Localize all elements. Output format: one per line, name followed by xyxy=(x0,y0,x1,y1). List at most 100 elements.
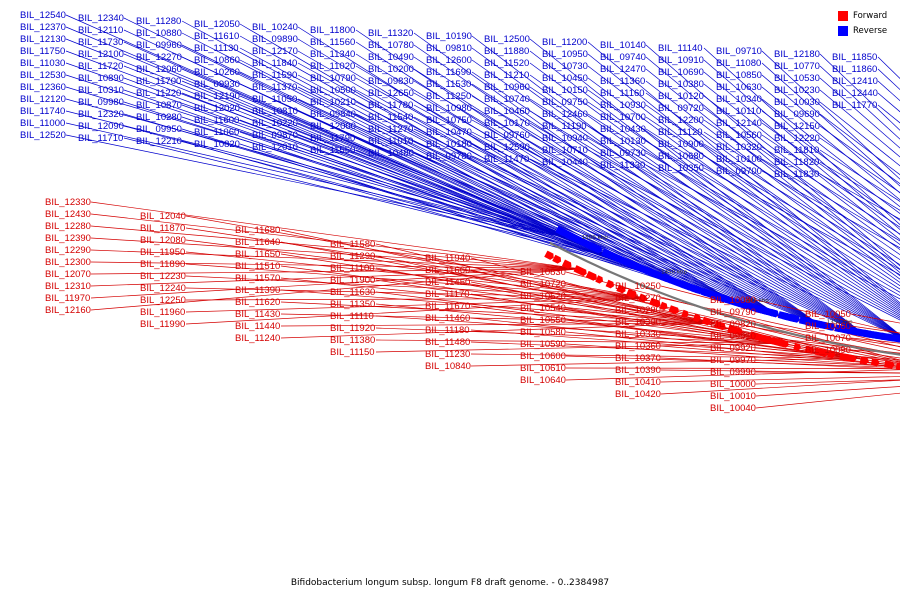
reverse-gene-label: BIL_11140 xyxy=(658,43,703,54)
reverse-gene-label: BIL_11800 xyxy=(310,25,355,36)
forward-gene-label-leader xyxy=(565,369,900,381)
reverse-gene-label: BIL_11750 xyxy=(20,46,65,57)
reverse-gene-label: BIL_10810 xyxy=(252,106,298,117)
forward-gene-label: BIL_12040 xyxy=(140,211,186,222)
reverse-gene-label: BIL_11330 xyxy=(600,160,645,171)
reverse-gene-label-leader xyxy=(819,161,900,211)
forward-gene-label: BIL_10840 xyxy=(425,361,471,372)
reverse-gene-label-leader xyxy=(355,65,780,317)
forward-gene-label: BIL_09920 xyxy=(710,343,756,354)
reverse-gene-label: BIL_12370 xyxy=(20,22,66,33)
reverse-gene-label: BIL_10030 xyxy=(774,97,820,108)
forward-gene-label: BIL_10720 xyxy=(520,279,566,290)
reverse-gene-label: BIL_10210 xyxy=(310,97,356,108)
reverse-gene-label-leader xyxy=(471,107,866,336)
forward-gene-arrow xyxy=(626,288,637,299)
legend-reverse: Reverse xyxy=(838,23,898,38)
reverse-gene-label-leader xyxy=(123,53,614,259)
reverse-gene-label: BIL_11360 xyxy=(600,76,645,87)
forward-gene-label-leader xyxy=(660,379,900,395)
reverse-gene-label-leader xyxy=(703,167,900,276)
reverse-gene-label-leader xyxy=(645,116,900,287)
forward-gene-arrow xyxy=(735,327,743,336)
forward-gene-label-leader xyxy=(185,297,648,313)
forward-gene-label-leader xyxy=(375,339,789,344)
reverse-gene-label-leader xyxy=(587,125,900,316)
reverse-gene-label: BIL_10710 xyxy=(542,145,588,156)
reverse-gene-label-leader xyxy=(471,143,866,336)
reverse-gene-arrow xyxy=(770,309,779,318)
reverse-gene-label-leader xyxy=(355,53,780,317)
forward-gene-label: BIL_12280 xyxy=(45,221,91,232)
forward-gene-label: BIL_11580 xyxy=(330,239,375,250)
reverse-gene-label: BIL_10950 xyxy=(542,49,588,60)
reverse-gene-labels: BIL_12540BIL_12370BIL_12130BIL_11750BIL_… xyxy=(20,10,878,180)
reverse-gene-label: BIL_11370 xyxy=(252,82,297,93)
reverse-gene-label-leader xyxy=(819,65,900,140)
forward-gene-label: BIL_11970 xyxy=(45,293,90,304)
reverse-gene-label: BIL_10350 xyxy=(658,163,704,174)
reverse-gene-label-leader xyxy=(471,119,866,336)
forward-gene-label-leader xyxy=(280,289,718,324)
reverse-gene-label-leader xyxy=(181,92,654,276)
forward-gene-label: BIL_12290 xyxy=(45,245,91,256)
reverse-gene-arrow xyxy=(792,314,800,323)
reverse-gene-label-leader xyxy=(65,110,574,240)
forward-gene-label: BIL_11390 xyxy=(235,285,280,296)
forward-gene-label-leader xyxy=(185,227,648,299)
reverse-gene-label: BIL_11210 xyxy=(484,70,529,81)
reverse-gene-label: BIL_10740 xyxy=(484,94,530,105)
forward-gene-label: BIL_10590 xyxy=(520,339,566,350)
forward-gene-arrow xyxy=(552,254,562,264)
scale-tick-label: 1450 kbp xyxy=(661,270,687,276)
reverse-gene-label-leader xyxy=(529,134,900,338)
forward-gene-label-leader xyxy=(565,271,900,361)
reverse-gene-label-leader xyxy=(355,137,780,317)
reverse-gene-label: BIL_10100 xyxy=(716,154,762,165)
forward-gene-label: BIL_10010 xyxy=(710,391,756,402)
reverse-gene-label-leader xyxy=(413,80,822,327)
reverse-gene-label: BIL_11270 xyxy=(368,124,413,135)
forward-gene-label-leader xyxy=(755,335,900,354)
reverse-gene-label-leader xyxy=(761,122,900,221)
reverse-gene-label: BIL_12470 xyxy=(600,64,646,75)
reverse-gene-label-leader xyxy=(413,68,822,327)
reverse-gene-label-leader xyxy=(877,68,900,91)
reverse-gene-label-leader xyxy=(65,26,574,240)
forward-gene-arrow xyxy=(847,354,857,363)
reverse-gene-label-leader xyxy=(645,68,900,273)
forward-leader-lines xyxy=(90,201,900,409)
reverse-gene-label: BIL_11130 xyxy=(194,43,239,54)
reverse-gene-label-leader xyxy=(529,122,900,338)
reverse-gene-label-leader xyxy=(413,92,822,327)
forward-gene-label-leader xyxy=(755,299,900,334)
reverse-gene-label: BIL_12500 xyxy=(484,34,530,45)
reverse-gene-label-leader xyxy=(123,17,614,259)
reverse-gene-label: BIL_10780 xyxy=(368,40,414,51)
reverse-gene-label: BIL_10280 xyxy=(136,112,182,123)
reverse-gene-label: BIL_10930 xyxy=(600,100,646,111)
forward-gene-label-leader xyxy=(755,379,900,385)
forward-gene-arrow xyxy=(649,297,661,308)
reverse-gene-label-leader xyxy=(413,152,822,327)
forward-gene-label: BIL_12310 xyxy=(45,281,91,292)
reverse-gene-label-leader xyxy=(529,110,900,337)
forward-gene-label: BIL_11870 xyxy=(140,223,185,234)
forward-gene-arrow xyxy=(659,301,668,311)
reverse-gene-label: BIL_12600 xyxy=(426,55,472,66)
forward-gene-arrow xyxy=(895,362,900,370)
reverse-gene-label-leader xyxy=(819,173,900,220)
reverse-gene-label: BIL_10200 xyxy=(368,64,414,75)
reverse-gene-label-leader xyxy=(645,128,900,290)
reverse-gene-label-leader xyxy=(181,128,654,276)
forward-gene-label: BIL_11460 xyxy=(425,313,470,324)
forward-gene-label: BIL_10600 xyxy=(520,351,566,362)
forward-gene-label: BIL_12250 xyxy=(140,295,186,306)
reverse-gene-label: BIL_11320 xyxy=(368,28,413,39)
forward-gene-label-leader xyxy=(90,225,580,270)
reverse-gene-label: BIL_11470 xyxy=(484,154,529,165)
reverse-gene-label-leader xyxy=(761,146,900,235)
reverse-gene-label-leader xyxy=(529,74,900,336)
forward-gene-label: BIL_10290 xyxy=(615,305,661,316)
reverse-gene-label-leader xyxy=(645,44,900,267)
